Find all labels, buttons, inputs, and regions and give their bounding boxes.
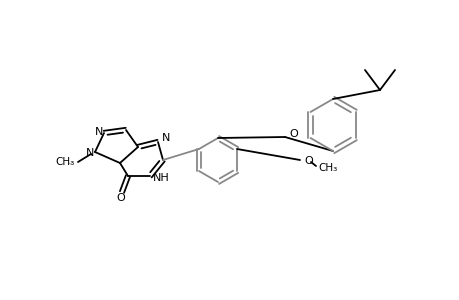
Text: NH: NH xyxy=(153,173,169,183)
Text: O: O xyxy=(303,156,312,166)
Text: methyl: methyl xyxy=(67,162,72,164)
Text: CH₃: CH₃ xyxy=(317,163,336,173)
Text: CH₃: CH₃ xyxy=(56,157,75,167)
Text: O: O xyxy=(288,129,297,139)
Text: O: O xyxy=(117,193,125,203)
Text: N: N xyxy=(95,127,103,137)
Text: N: N xyxy=(86,148,94,158)
Text: N: N xyxy=(162,133,170,143)
